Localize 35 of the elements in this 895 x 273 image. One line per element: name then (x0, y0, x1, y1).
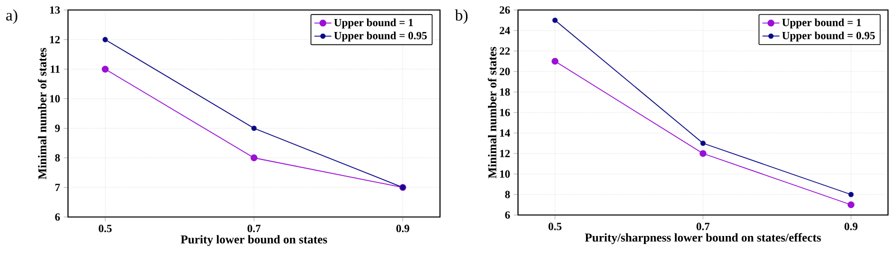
y-tick-label: 8 (505, 190, 510, 198)
y-tick-label: 14 (500, 129, 510, 137)
legend-label: Upper bound = 0.95 (782, 32, 875, 42)
y-tick-label: 22 (500, 47, 510, 55)
y-tick-label: 7 (55, 184, 60, 192)
y-tick-label: 9 (55, 124, 60, 132)
x-tick-label: 0.5 (548, 222, 562, 230)
x-tick-label: 0.9 (396, 224, 410, 232)
y-tick-label: 16 (500, 108, 510, 116)
text: a) (6, 9, 18, 24)
y-tick-label: 20 (500, 68, 510, 76)
y-tick-label: 12 (500, 150, 510, 158)
x-tick-label: 0.7 (696, 222, 710, 230)
x-tick-label: 0.7 (248, 224, 261, 232)
legend-label: Upper bound = 1 (334, 18, 413, 28)
text: b) (454, 9, 468, 24)
x-axis-title: Purity lower bound on states (180, 235, 328, 246)
x-tick-label: 0.9 (844, 222, 858, 230)
y-tick-label: 10 (50, 95, 60, 102)
y-tick-label: 13 (50, 6, 60, 14)
y-tick-label: 10 (500, 170, 510, 178)
x-axis-title: Purity/sharpness lower bound on states/effects (584, 233, 821, 244)
y-axis-title: Minimal number of states (488, 46, 496, 178)
x-tick-label: 0.5 (98, 224, 112, 232)
legend-label: Upper bound = 1 (782, 18, 861, 28)
y-axis-title: Minimal number of states (38, 48, 46, 180)
y-tick-label: 18 (500, 88, 510, 96)
y-tick-label: 26 (500, 6, 510, 14)
y-tick-label: 6 (55, 213, 60, 221)
legend-label: Upper bound = 0.95 (334, 32, 427, 42)
y-tick-label: 12 (50, 36, 60, 44)
y-tick-label: 11 (50, 66, 60, 73)
y-tick-label: 8 (55, 154, 60, 162)
y-tick-label: 24 (500, 26, 510, 34)
y-tick-label: 6 (505, 211, 510, 219)
